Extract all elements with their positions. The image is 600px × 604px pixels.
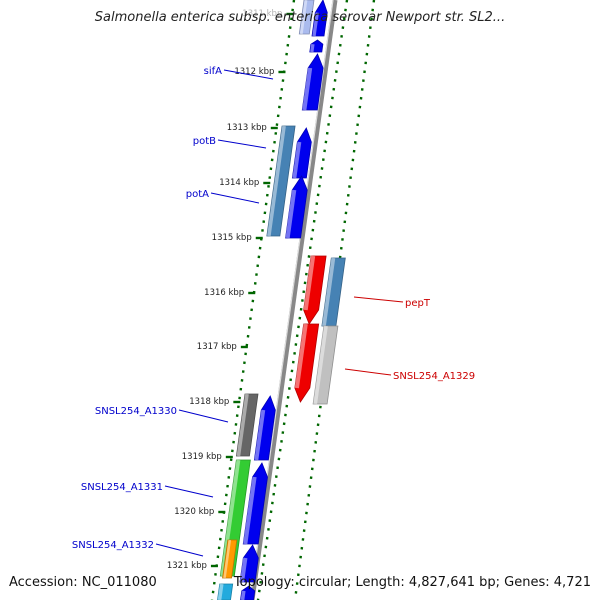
- gene-potB-steel-body: [266, 125, 296, 237]
- gene-bottom-partial-shine: [240, 590, 246, 601]
- scale-label: 1318 kbp: [189, 397, 229, 407]
- leader-line: [155, 543, 204, 557]
- gene-top-partial-2-body: [298, 0, 315, 35]
- ruler-strand-1: [210, 0, 296, 601]
- gene-pepT-red-shine: [303, 255, 316, 311]
- gene-small-arrow-shine: [310, 43, 315, 53]
- gene-label-snsl254_a1330: SNSL254_A1330: [95, 406, 229, 423]
- gene-potB-steel-shine: [267, 125, 286, 237]
- gene-pepT-red: [303, 255, 327, 325]
- gene-A1332-body: [239, 544, 259, 583]
- gene-label-text: sifA: [204, 66, 223, 77]
- gene-A1329-red-body: [294, 323, 320, 403]
- gene-label-text: SNSL254_A1329: [393, 371, 475, 382]
- gene-label-sifa: sifA: [204, 66, 274, 80]
- gene-features: [217, 0, 346, 601]
- scale-label: 1316 kbp: [204, 288, 244, 298]
- gene-top-partial-2-shine: [299, 0, 308, 35]
- gene-potA: [285, 175, 308, 239]
- gene-label-snsl254_a1332: SNSL254_A1332: [72, 540, 204, 557]
- gene-label-snsl254_a1331: SNSL254_A1331: [81, 482, 214, 498]
- scale-label: 1319 kbp: [182, 452, 222, 462]
- scale-label: 1311 kbp: [242, 9, 282, 19]
- gene-A1329-lightgray-body: [312, 325, 339, 405]
- gene-A1330-body: [253, 395, 276, 461]
- scale-label: 1317 kbp: [197, 342, 237, 352]
- scale-label: 1312 kbp: [234, 67, 274, 77]
- gene-label-snsl254_a1329: SNSL254_A1329: [344, 368, 475, 382]
- gene-top-partial-shine: [312, 12, 319, 37]
- scale-label: 1321 kbp: [167, 561, 207, 571]
- map-title: Salmonella enterica subsp. enterica sero…: [94, 10, 506, 25]
- gene-potA-shine: [285, 189, 297, 239]
- scale-ruler: [210, 0, 376, 601]
- gene-A1332: [239, 544, 259, 583]
- gene-A1330-shine: [254, 409, 266, 461]
- leader-line: [164, 485, 214, 498]
- scale-label: 1315 kbp: [212, 233, 252, 243]
- gene-label-potb: potB: [193, 136, 267, 149]
- ruler-strand-2: [256, 0, 349, 601]
- scale-label: 1320 kbp: [174, 507, 214, 517]
- gene-cyan-shine: [217, 583, 224, 601]
- gene-A1331-shine: [243, 476, 257, 545]
- gene-potB-shine: [292, 141, 302, 179]
- leader-line: [210, 192, 260, 204]
- gene-A1329-lightgray-shine: [313, 325, 328, 405]
- gene-label-text: pepT: [405, 298, 431, 309]
- gene-pepT-steel-shine: [321, 257, 336, 327]
- gene-orange: [222, 539, 238, 579]
- gene-small-arrow-body: [309, 39, 324, 53]
- gene-label-pept: pepT: [353, 296, 431, 309]
- gene-sifA-shine: [302, 67, 313, 111]
- gene-label-text: SNSL254_A1332: [72, 540, 154, 551]
- gene-A1330: [253, 395, 276, 461]
- gene-label-pota: potA: [186, 189, 260, 204]
- gene-A1331-body: [242, 462, 268, 545]
- gene-potB-body: [291, 127, 312, 179]
- gene-A1329-lightgray: [312, 325, 339, 405]
- gene-pepT-steel: [321, 257, 346, 327]
- gene-gray-shine: [236, 393, 249, 457]
- leader-line: [353, 296, 404, 303]
- accession-text: Accession: NC_011080: [9, 575, 157, 590]
- gene-sifA-body: [301, 53, 324, 111]
- gene-labels: sifA potB potA SNSL254_A1330 SNSL254_A1331 SN…: [72, 66, 475, 557]
- gene-orange-shine: [223, 539, 232, 579]
- scale-label: 1313 kbp: [227, 123, 267, 133]
- gene-small-arrow: [309, 39, 324, 53]
- gene-orange-body: [222, 539, 238, 579]
- leader-line: [217, 139, 267, 149]
- gene-A1329-red: [294, 323, 320, 403]
- scale-labels: 1311 kbp 1312 kbp 1313 kbp 1314 kbp 1315 kbp…: [167, 9, 294, 571]
- gene-label-text: SNSL254_A1330: [95, 406, 177, 417]
- gene-A1332-shine: [239, 557, 248, 583]
- leader-line: [223, 69, 274, 80]
- gene-top-partial: [311, 0, 328, 37]
- gene-gray: [235, 393, 259, 457]
- gene-potB-steel: [266, 125, 296, 237]
- gene-potB: [291, 127, 312, 179]
- gene-label-text: potB: [193, 136, 216, 147]
- scale-label: 1314 kbp: [219, 178, 259, 188]
- gene-gray-body: [235, 393, 259, 457]
- gene-A1331: [242, 462, 268, 545]
- gene-cyan: [217, 583, 234, 601]
- gene-label-text: potA: [186, 189, 209, 200]
- gene-A1329-red-shine: [294, 323, 308, 389]
- gene-top-partial-body: [311, 0, 328, 37]
- gene-sifA: [301, 53, 324, 111]
- genome-summary-text: Topology: circular; Length: 4,827,641 bp…: [233, 575, 591, 590]
- gene-top-partial-2: [298, 0, 315, 35]
- leader-line: [344, 368, 392, 376]
- gene-label-text: SNSL254_A1331: [81, 482, 163, 493]
- leader-line: [178, 409, 229, 423]
- backbone-line: [249, 0, 338, 601]
- gene-pepT-red-body: [303, 255, 327, 325]
- gene-potA-body: [285, 175, 308, 239]
- gene-green-shine: [220, 459, 241, 577]
